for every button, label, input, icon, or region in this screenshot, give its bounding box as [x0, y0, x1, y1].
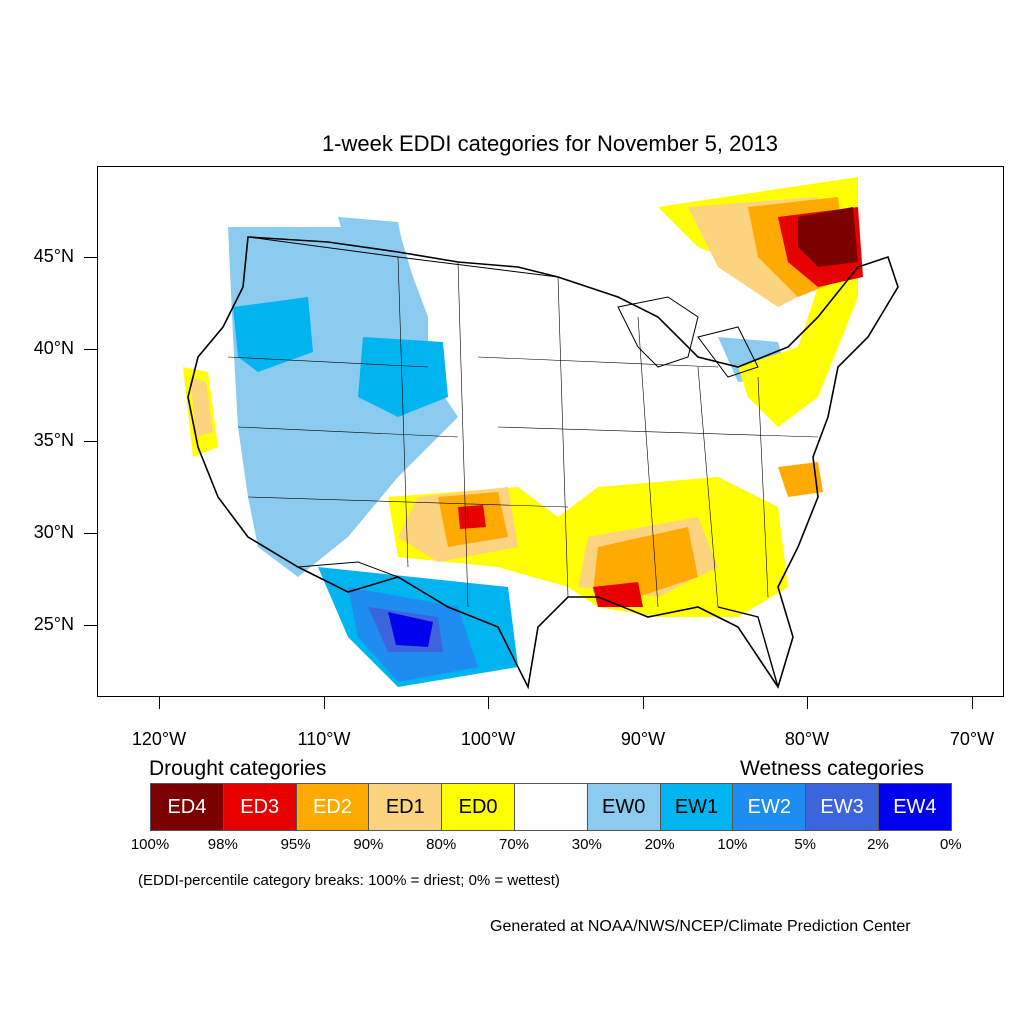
florida [717, 606, 779, 688]
legend-box-neutral [514, 783, 588, 831]
patch-ed1-westcoast [190, 377, 213, 437]
patch-ed3-oklahoma [458, 505, 486, 529]
patch-ew0-north [338, 217, 403, 252]
lon-tick-80 [807, 697, 808, 709]
lat-label-30: 30°N [33, 522, 74, 542]
us-outline [187, 236, 899, 690]
lat-label-40: 40°N [33, 338, 74, 358]
chart-title: 1-week EDDI categories for November 5, 2… [321, 131, 779, 156]
lon-label-70: 70°W [949, 729, 995, 749]
legend-box-ew1: EW1 [659, 783, 734, 831]
legend-break-label: 100% [130, 836, 170, 853]
legend-break-label: 10% [717, 836, 748, 853]
category-note: (EDDI-percentile category breaks: 100% =… [138, 872, 560, 889]
lon-label-100: 100°W [460, 729, 516, 749]
legend-wetness-heading: Wetness categories [740, 757, 925, 780]
legend-break-label: 20% [644, 836, 675, 853]
legend-break-label: 98% [207, 836, 238, 853]
legend-box-ew4: EW4 [878, 783, 952, 831]
lat-tick-40 [84, 349, 97, 350]
legend-drought-heading: Drought categories [149, 757, 327, 780]
legend-box-ew3: EW3 [805, 783, 879, 831]
state-lines [227, 256, 819, 608]
legend-break-label: 0% [939, 836, 962, 853]
credit-line: Generated at NOAA/NWS/NCEP/Climate Predi… [490, 918, 911, 935]
lon-label-90: 90°W [620, 729, 666, 749]
eddi-map [183, 177, 899, 690]
legend-break-label: 5% [794, 836, 817, 853]
mexico-border [297, 561, 499, 628]
lon-tick-70 [972, 697, 973, 709]
legend-box-ed2: ED2 [295, 783, 370, 831]
legend-break-label: 30% [571, 836, 602, 853]
legend-break-label: 70% [498, 836, 530, 853]
patch-ed2-carolina [778, 462, 823, 497]
patch-ew1-rockies [358, 337, 448, 417]
legend-break-label: 2% [867, 836, 889, 853]
legend-break-label: 80% [426, 836, 457, 853]
legend-box-ed3: ED3 [222, 783, 297, 831]
lat-tick-35 [84, 441, 97, 442]
great-lakes [617, 296, 759, 378]
canada-border [247, 236, 589, 288]
lon-tick-120 [159, 697, 160, 709]
lat-tick-25 [84, 625, 97, 626]
patch-ew4-mexico [388, 612, 433, 647]
patch-ed2-south [593, 527, 698, 597]
lon-label-110: 110°W [297, 729, 351, 749]
lon-tick-100 [488, 697, 489, 709]
legend-box-ew2: EW2 [732, 783, 807, 831]
lon-label-80: 80°W [784, 729, 830, 749]
map-frame [97, 166, 1004, 697]
legend-box-ed0: ED0 [441, 783, 515, 831]
patch-ed4-quebec [798, 207, 858, 267]
lon-label-120: 120°W [131, 729, 187, 749]
legend-break-label: 95% [280, 836, 311, 853]
lon-tick-90 [643, 697, 644, 709]
legend-box-ed4: ED4 [150, 783, 224, 831]
category-patches [183, 177, 863, 687]
legend-box-ew0: EW0 [586, 783, 661, 831]
legend-box-ed1: ED1 [368, 783, 443, 831]
boundaries [187, 236, 899, 690]
lat-label-25: 25°N [33, 614, 74, 634]
lat-tick-45 [84, 257, 97, 258]
lat-tick-30 [84, 533, 97, 534]
lat-label-45: 45°N [33, 246, 74, 266]
lat-label-35: 35°N [33, 430, 74, 450]
patch-ew1-northwest [233, 297, 313, 372]
legend-break-label: 90% [353, 836, 384, 853]
lon-tick-110 [324, 697, 325, 709]
